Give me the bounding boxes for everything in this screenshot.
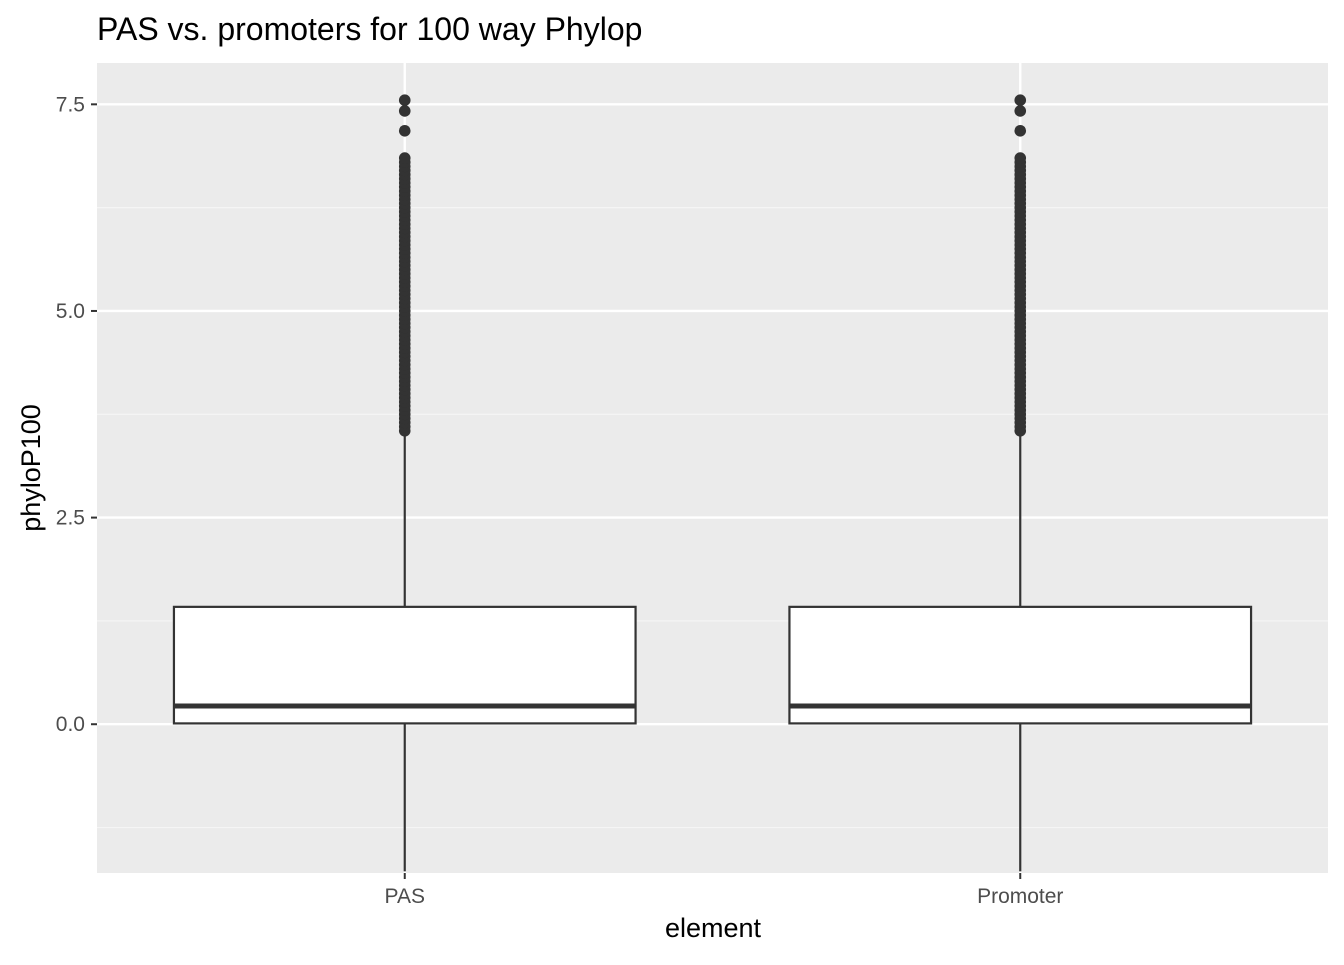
y-tick-label: 0.0 [56, 713, 85, 736]
box-pas [172, 94, 637, 872]
y-tick-label: 2.5 [56, 507, 85, 530]
x-tick-label: PAS [385, 885, 425, 908]
outlier-point [398, 124, 411, 137]
outlier-point [1014, 94, 1027, 106]
outlier-point [398, 152, 411, 164]
y-axis-title: phyloP100 [16, 404, 46, 532]
box-promoter [788, 94, 1253, 872]
outlier-point [398, 105, 411, 117]
x-axis-title: element [665, 913, 762, 943]
outlier-point [1014, 105, 1027, 117]
y-tick-label: 7.5 [56, 93, 85, 116]
x-axis: PAS Promoter [385, 873, 1063, 908]
outlier-point [1014, 152, 1027, 164]
boxes-layer [172, 94, 1253, 872]
outlier-point [1014, 124, 1027, 137]
chart-title: PAS vs. promoters for 100 way Phylop [97, 11, 642, 47]
y-axis: 0.0 2.5 5.0 7.5 [56, 93, 97, 736]
x-tick-label: Promoter [977, 885, 1063, 908]
plot-panel [97, 63, 1328, 873]
y-tick-label: 5.0 [56, 300, 85, 323]
outlier-point [398, 94, 411, 106]
